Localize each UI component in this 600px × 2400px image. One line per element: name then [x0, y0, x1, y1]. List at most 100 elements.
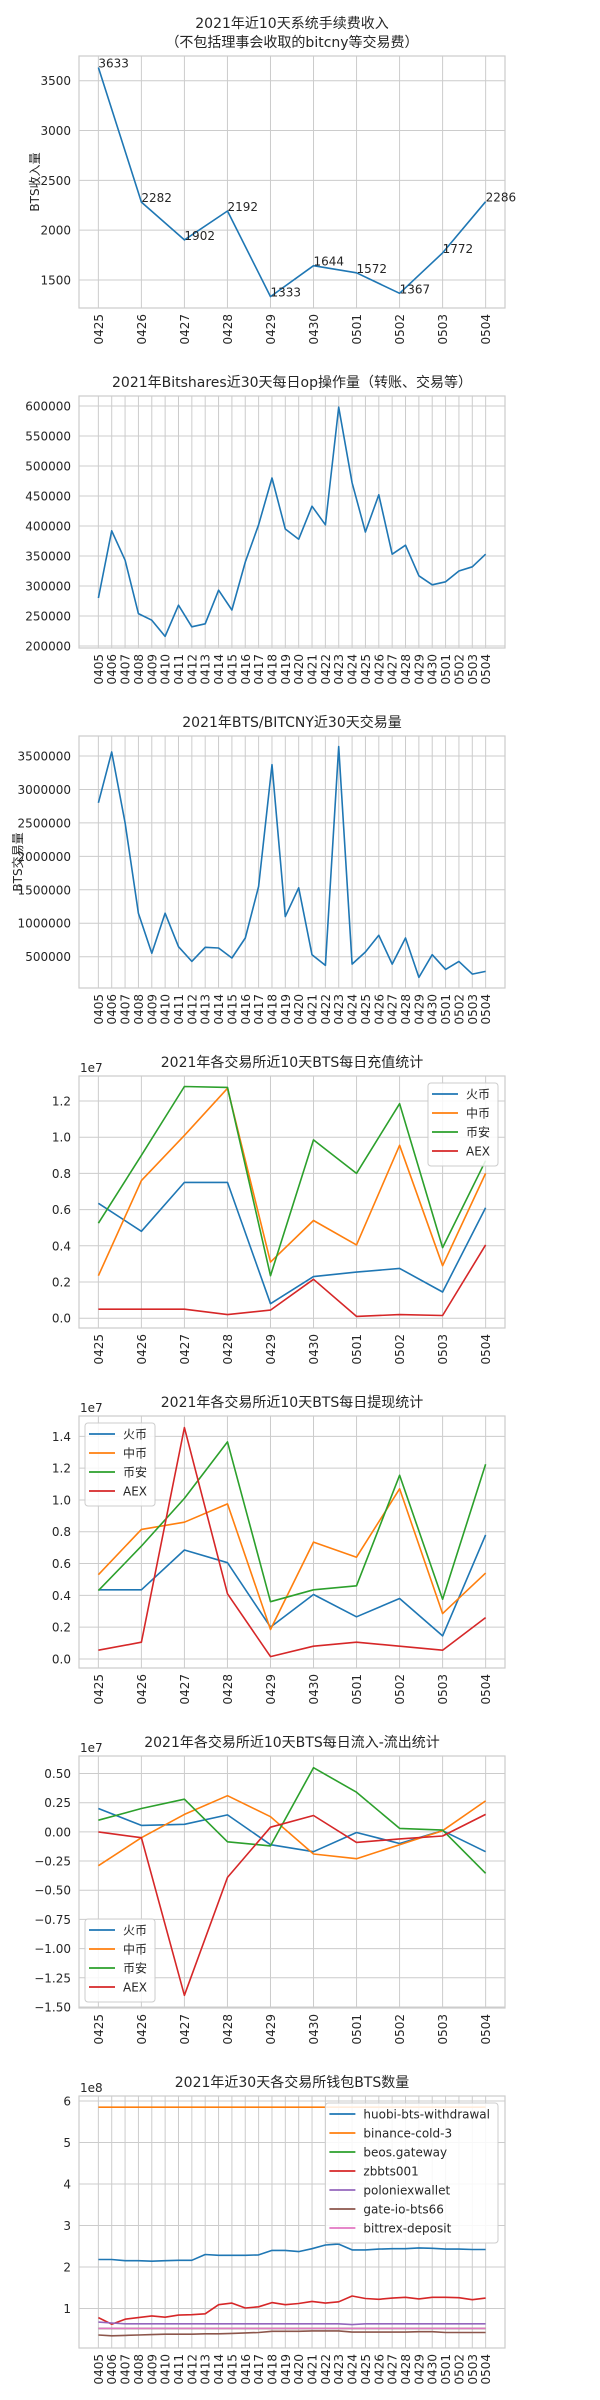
x-tick-label: 0504	[479, 2354, 493, 2385]
y-tick-label: 0.2	[52, 1621, 71, 1635]
x-tick-label: 0430	[307, 1674, 321, 1705]
x-tick-label: 0426	[135, 2014, 149, 2045]
legend-label: binance-cold-3	[363, 2127, 452, 2141]
chart-4: 0.0 0.2 0.4 0.6 0.8 1.0 1.2 0425 0426 0427 0428 042…	[52, 1054, 506, 1365]
y-tick-label: 1.0	[52, 1131, 71, 1145]
y-tick-label: 1.0	[52, 1493, 71, 1507]
series-line-4	[98, 1244, 487, 1318]
x-tick-label: 0501	[439, 994, 453, 1025]
x-tick-label: 0427	[386, 994, 400, 1025]
legend-label: AEX	[123, 1485, 147, 1499]
legend-label: beos.gateway	[363, 2146, 447, 2160]
y-tick-label: 3500000	[18, 750, 71, 764]
legend: huobi-bts-withdrawal binance-cold-3 beos.g…	[324, 2102, 499, 2244]
x-tick-label: 0407	[119, 2354, 133, 2385]
x-tick-label: 0425	[92, 314, 106, 345]
y-offset-label: 1e7	[80, 1741, 103, 1755]
x-tick-label: 0414	[212, 2354, 226, 2385]
x-tick-label: 0415	[225, 2354, 239, 2385]
x-tick-label: 0428	[399, 654, 413, 685]
y-tick-label: 1.2	[52, 1094, 71, 1108]
plot-frame	[78, 1075, 506, 1329]
y-tick-label: −0.75	[34, 1913, 71, 1927]
y-tick-label: 0.25	[44, 1796, 71, 1810]
legend-box	[324, 2102, 499, 2244]
x-tick-label: 0428	[399, 994, 413, 1025]
x-tick-label: 0429	[264, 1674, 278, 1705]
data-label: 1333	[270, 286, 301, 300]
series-line-1	[98, 2243, 486, 2262]
x-tick-label: 0502	[393, 1334, 407, 1365]
x-tick-label: 0412	[185, 2354, 199, 2385]
y-tick-label: 1500	[40, 274, 71, 288]
x-tick-label: 0503	[466, 2354, 480, 2385]
data-label: 1902	[184, 229, 215, 243]
y-tick-label: 6	[63, 2094, 71, 2108]
plot-frame	[78, 735, 506, 989]
x-tick-label: 0409	[145, 2354, 159, 2385]
x-tick-label: 0424	[346, 654, 360, 685]
x-tick-label: 0409	[145, 654, 159, 685]
x-tick-label: 0426	[135, 1334, 149, 1365]
y-tick-label: 1.2	[52, 1462, 71, 1476]
legend-label: 币安	[466, 1125, 490, 1140]
x-tick-label: 0422	[319, 2354, 333, 2385]
y-axis-label: BTS交易量	[10, 832, 25, 891]
y-offset-label: 1e7	[80, 1061, 103, 1075]
plot-area	[79, 736, 505, 988]
x-tick-label: 0408	[132, 654, 146, 685]
legend-label: 中币	[123, 1446, 147, 1461]
x-tick-label: 0503	[436, 1334, 450, 1365]
x-tick-label: 0418	[265, 2354, 279, 2385]
y-tick-label: 3	[63, 2219, 71, 2233]
series-line-4	[98, 2295, 486, 2326]
x-tick-label: 0502	[393, 1674, 407, 1705]
x-tick-label: 0503	[436, 2014, 450, 2045]
x-tick-label: 0416	[239, 2354, 253, 2385]
y-tick-label: 2000	[40, 224, 71, 238]
x-tick-label: 0412	[185, 654, 199, 685]
x-tick-label: 0427	[386, 654, 400, 685]
series-line-4	[98, 1813, 486, 1997]
x-tick-label: 0408	[132, 2354, 146, 2385]
y-tick-label: 2500	[40, 174, 71, 188]
x-tick-label: 0429	[412, 994, 426, 1025]
x-tick-label: 0425	[92, 1334, 106, 1365]
legend-label: 币安	[123, 1465, 147, 1480]
chart-title: 2021年各交易所近10天BTS每日提现统计	[161, 1394, 424, 1411]
x-tick-label: 0417	[252, 2354, 266, 2385]
series-line-6	[98, 2330, 486, 2337]
x-tick-label: 0424	[346, 2354, 360, 2385]
x-tick-label: 0407	[119, 994, 133, 1025]
y-tick-label: 200000	[25, 640, 71, 654]
x-tick-label: 0504	[479, 654, 493, 685]
legend-label: AEX	[123, 1981, 147, 1995]
chart-title: 2021年近30天各交易所钱包BTS数量	[175, 2074, 410, 2091]
chart-title: 2021年各交易所近10天BTS每日流入-流出统计	[144, 1734, 440, 1751]
x-tick-label: 0418	[265, 654, 279, 685]
data-label: 3633	[98, 56, 129, 70]
legend-label: zbbts001	[363, 2165, 418, 2179]
chart-5: 0.0 0.2 0.4 0.6 0.8 1.0 1.2 1.4 0425 0426 0427 0428…	[52, 1394, 506, 1705]
x-tick-label: 0419	[279, 994, 293, 1025]
x-tick-label: 0411	[172, 994, 186, 1025]
legend-label: gate-io-bts66	[363, 2203, 443, 2217]
x-tick-label: 0414	[212, 654, 226, 685]
x-tick-label: 0425	[92, 1674, 106, 1705]
x-tick-label: 0426	[135, 1674, 149, 1705]
x-tick-label: 0427	[386, 2354, 400, 2385]
x-tick-label: 0429	[412, 2354, 426, 2385]
x-tick-label: 0406	[105, 654, 119, 685]
x-tick-label: 0423	[332, 2354, 346, 2385]
y-tick-label: 0.8	[52, 1525, 71, 1539]
y-offset-label: 1e8	[80, 2081, 103, 2095]
x-tick-label: 0405	[92, 2354, 106, 2385]
y-tick-label: 250000	[25, 610, 71, 624]
legend-label: bittrex-deposit	[363, 2222, 451, 2236]
x-tick-label: 0424	[346, 994, 360, 1025]
x-tick-label: 0504	[479, 994, 493, 1025]
x-tick-label: 0410	[159, 654, 173, 685]
chart-6: −1.50 −1.25 −1.00 −0.75 −0.50 −0.25 0.00 0.25 0.…	[34, 1734, 506, 2045]
